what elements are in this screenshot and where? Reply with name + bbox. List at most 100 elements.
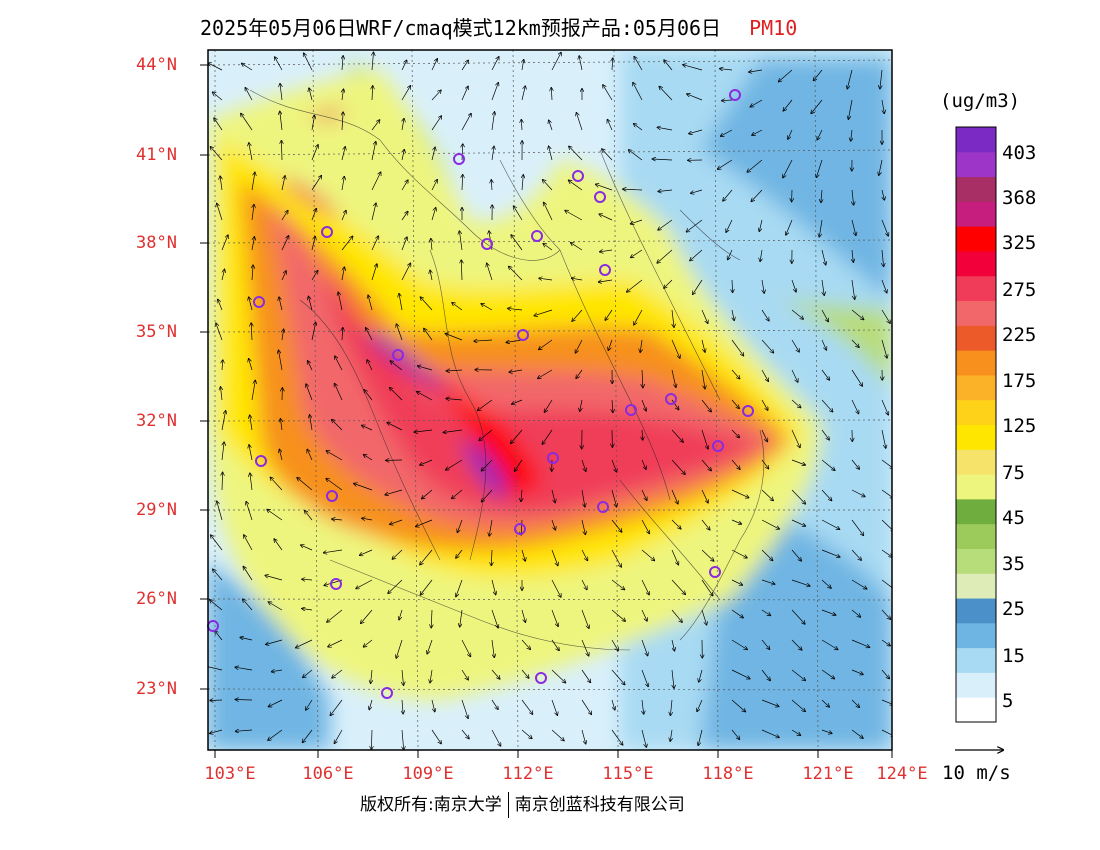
wind-vector bbox=[222, 269, 225, 281]
wind-vector bbox=[761, 309, 769, 321]
wind-vector bbox=[816, 159, 823, 177]
wind-vector bbox=[249, 359, 253, 371]
wind-vector bbox=[431, 59, 437, 71]
wind-vector bbox=[641, 459, 646, 469]
wind-vector bbox=[222, 442, 224, 461]
wind-vector bbox=[431, 116, 441, 131]
wind-vector bbox=[671, 609, 682, 622]
wind-vector bbox=[251, 172, 255, 191]
wind-vector bbox=[672, 309, 674, 327]
colorbar-swatch bbox=[956, 399, 996, 425]
wind-vector bbox=[851, 609, 861, 617]
wind-vector bbox=[511, 429, 523, 443]
wind-vector bbox=[851, 399, 859, 414]
wind-vector bbox=[701, 459, 711, 471]
wind-vector bbox=[280, 419, 282, 431]
lat-label-23: 23°N bbox=[136, 679, 177, 699]
wind-vector bbox=[522, 60, 524, 71]
wind-vector bbox=[544, 399, 553, 412]
colorbar-swatch bbox=[956, 523, 996, 549]
colorbar-swatch bbox=[956, 176, 996, 202]
wind-vector bbox=[303, 669, 313, 678]
wind-vector bbox=[623, 189, 643, 190]
wind-vector bbox=[268, 602, 283, 611]
wind-vector bbox=[521, 489, 522, 502]
wind-vector bbox=[491, 729, 501, 746]
wind-vector bbox=[732, 279, 733, 292]
wind-vector bbox=[672, 669, 674, 688]
wind-vector bbox=[274, 539, 283, 551]
wind-vector bbox=[332, 519, 343, 520]
wind-vector bbox=[731, 489, 749, 498]
wind-vector bbox=[814, 69, 823, 81]
wind-vector bbox=[718, 159, 733, 169]
wind-vector bbox=[691, 189, 703, 193]
wind-vector bbox=[881, 429, 886, 448]
wind-vector bbox=[402, 119, 404, 131]
wind-vector bbox=[731, 339, 744, 356]
wind-vector bbox=[461, 60, 468, 71]
lon-label-118: 118°E bbox=[702, 764, 754, 784]
colorbar-swatch bbox=[956, 424, 996, 450]
wind-vector bbox=[521, 549, 525, 561]
wind-vector bbox=[791, 459, 805, 465]
wind-vector bbox=[723, 189, 733, 201]
wind-vector bbox=[881, 309, 890, 323]
wind-vector bbox=[881, 669, 889, 679]
wind-vector bbox=[461, 729, 469, 739]
city-marker bbox=[330, 578, 342, 590]
wind-vector bbox=[420, 459, 433, 465]
wind-vector bbox=[543, 180, 553, 191]
wind-vector bbox=[306, 384, 313, 401]
wind-vector bbox=[821, 579, 831, 588]
colorbar-swatch bbox=[956, 350, 996, 376]
wind-vector bbox=[399, 609, 403, 620]
wind-vector bbox=[492, 146, 494, 161]
wind-vector bbox=[600, 250, 613, 252]
wind-vector bbox=[211, 535, 223, 551]
wind-vector bbox=[461, 639, 471, 657]
wind-vector bbox=[310, 415, 313, 431]
wind-vector bbox=[210, 700, 223, 701]
wind-vector bbox=[506, 339, 523, 342]
colorbar-label: 325 bbox=[1002, 232, 1037, 254]
wind-vector bbox=[671, 459, 685, 474]
wind-vector bbox=[356, 579, 373, 589]
colorbar-swatch bbox=[956, 250, 996, 277]
colorbar-label: 45 bbox=[1002, 507, 1025, 529]
city-marker bbox=[709, 566, 721, 578]
wind-vector bbox=[731, 519, 741, 524]
wind-vector bbox=[245, 88, 253, 101]
city-marker bbox=[255, 455, 267, 467]
colorbar-swatch bbox=[956, 201, 996, 227]
wind-vector bbox=[881, 399, 888, 415]
wind-vector bbox=[549, 146, 553, 161]
wind-vector bbox=[551, 88, 552, 101]
wind-vector bbox=[671, 369, 676, 387]
wind-vector bbox=[701, 339, 705, 352]
wind-vector bbox=[335, 384, 343, 401]
wind-vector bbox=[221, 411, 226, 431]
wind-vector bbox=[511, 235, 523, 251]
wind-vector bbox=[456, 579, 463, 597]
lat-label-44: 44°N bbox=[136, 55, 177, 75]
wind-vector bbox=[544, 202, 553, 221]
wind-vector bbox=[402, 729, 404, 750]
colorbar-swatch bbox=[956, 622, 996, 649]
wind-vector bbox=[311, 237, 315, 251]
colorbar-swatch bbox=[956, 127, 996, 153]
wind-vector bbox=[326, 451, 343, 461]
wind-vector bbox=[222, 472, 223, 491]
wind-vector bbox=[791, 699, 805, 711]
wind-vector bbox=[235, 700, 253, 701]
wind-vector bbox=[508, 308, 523, 310]
city-marker bbox=[665, 393, 677, 405]
wind-vector bbox=[731, 369, 740, 379]
lat-label-35: 35°N bbox=[136, 322, 177, 342]
wind-vector bbox=[701, 519, 710, 530]
footer-divider bbox=[507, 792, 509, 818]
wind-vector bbox=[521, 609, 525, 622]
lat-label-41: 41°N bbox=[136, 145, 177, 165]
wind-vector bbox=[401, 212, 408, 221]
